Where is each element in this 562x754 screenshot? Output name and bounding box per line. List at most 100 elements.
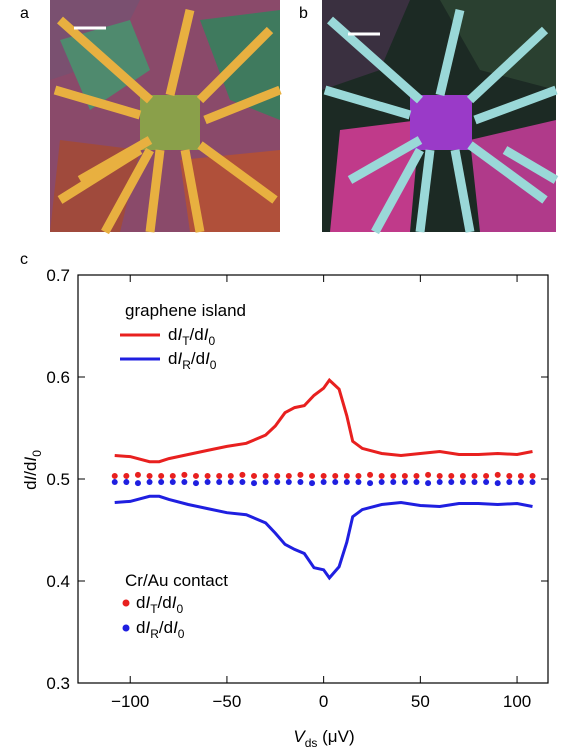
text-run: (μV): [317, 727, 354, 746]
data-point: [320, 479, 327, 486]
data-point: [483, 472, 490, 479]
data-point: [262, 472, 269, 479]
micrograph-a: [50, 0, 282, 235]
text-run: R: [182, 358, 191, 372]
x-tick-label: 100: [503, 692, 531, 711]
data-point: [158, 472, 165, 479]
data-point: [401, 472, 408, 479]
data-point: [506, 472, 513, 479]
data-point: [146, 479, 153, 486]
data-point: [169, 479, 176, 486]
data-point: [309, 480, 316, 487]
data-point: [262, 479, 269, 486]
data-point: [459, 472, 466, 479]
legend-group-title: Cr/Au contact: [125, 571, 228, 590]
data-point: [390, 472, 397, 479]
text-run: d: [136, 618, 145, 637]
data-point: [239, 479, 246, 486]
text-run: I: [21, 457, 40, 462]
data-point: [274, 479, 281, 486]
text-run: R: [150, 627, 159, 641]
text-run: I: [177, 349, 182, 368]
text-run: /d: [190, 325, 204, 344]
text-run: I: [205, 349, 210, 368]
data-point: [390, 479, 397, 486]
text-run: 0: [178, 627, 185, 641]
panel-label: b: [299, 5, 308, 22]
data-point: [320, 472, 327, 479]
data-point: [227, 472, 234, 479]
text-run: I: [145, 593, 150, 612]
y-tick-label: 0.3: [46, 674, 70, 693]
data-point: [158, 479, 165, 486]
data-point: [285, 472, 292, 479]
data-point: [436, 479, 443, 486]
text-run: 0: [210, 358, 217, 372]
data-point: [181, 479, 188, 486]
text-run: d: [168, 349, 177, 368]
x-tick-label: 50: [411, 692, 430, 711]
text-run: d: [21, 480, 40, 489]
data-point: [192, 472, 199, 479]
data-point: [517, 472, 524, 479]
data-point: [285, 479, 292, 486]
data-point: [204, 479, 211, 486]
legend-marker: [122, 624, 130, 632]
data-point: [483, 479, 490, 486]
legend-label: dIT/dI0: [136, 593, 183, 616]
data-point: [181, 471, 188, 478]
legend-label: dIT/dI0: [168, 325, 215, 348]
data-point: [367, 480, 374, 487]
data-point: [355, 472, 362, 479]
data-point: [274, 472, 281, 479]
data-point: [111, 479, 118, 486]
data-point: [134, 471, 141, 478]
x-axis-label: Vds (μV): [293, 727, 354, 750]
x-tick-label: −50: [213, 692, 242, 711]
y-tick-label: 0.6: [46, 368, 70, 387]
data-point: [355, 479, 362, 486]
micrograph-b: [322, 0, 559, 235]
text-run: /d: [158, 593, 172, 612]
data-point: [529, 479, 536, 486]
text-run: I: [177, 325, 182, 344]
y-tick-label: 0.7: [46, 266, 70, 285]
data-point: [343, 479, 350, 486]
legend-marker: [122, 599, 130, 607]
data-point: [459, 479, 466, 486]
data-line: [114, 494, 533, 581]
data-point: [123, 479, 130, 486]
legend-group-title: graphene island: [125, 301, 246, 320]
panel-label: c: [20, 251, 28, 268]
text-run: ds: [305, 736, 318, 750]
text-run: 0: [30, 450, 44, 457]
data-point: [146, 472, 153, 479]
data-point: [401, 479, 408, 486]
panel-label: a: [20, 5, 29, 22]
x-tick-label: −100: [111, 692, 149, 711]
y-tick-label: 0.5: [46, 470, 70, 489]
data-point: [378, 472, 385, 479]
data-point: [506, 479, 513, 486]
text-run: I: [204, 325, 209, 344]
text-run: I: [173, 618, 178, 637]
data-line: [114, 377, 533, 464]
y-tick-label: 0.4: [46, 572, 70, 591]
text-run: I: [145, 618, 150, 637]
legend-label: dIR/dI0: [168, 349, 217, 372]
text-run: /d: [191, 349, 205, 368]
data-point: [227, 479, 234, 486]
data-point: [192, 480, 199, 487]
data-point: [216, 472, 223, 479]
data-point: [111, 472, 118, 479]
data-point: [413, 472, 420, 479]
text-run: T: [182, 334, 190, 348]
data-point: [471, 472, 478, 479]
data-point: [251, 480, 258, 487]
data-point: [332, 472, 339, 479]
data-point: [448, 472, 455, 479]
data-point: [309, 472, 316, 479]
text-run: 0: [208, 334, 215, 348]
